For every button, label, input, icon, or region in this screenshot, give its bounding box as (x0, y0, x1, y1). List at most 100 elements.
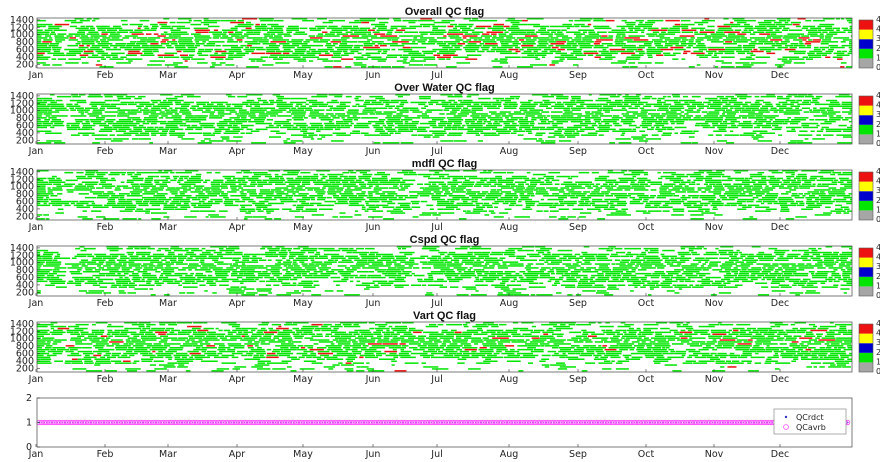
heatmap-cell (588, 33, 600, 35)
heatmap-cell (574, 37, 582, 39)
heatmap-cell (419, 214, 432, 216)
heatmap-cell (850, 259, 852, 261)
heatmap-cell (212, 191, 224, 193)
heatmap-cell (719, 265, 733, 267)
heatmap-cell (840, 41, 846, 43)
heatmap-cell (713, 54, 717, 56)
heatmap-cell (216, 124, 233, 127)
heatmap-cell (560, 216, 566, 218)
heatmap-cell (647, 282, 659, 284)
heatmap-cell (147, 278, 163, 281)
heatmap-cell (603, 105, 617, 107)
heatmap-cell (544, 101, 556, 104)
heatmap-cell (589, 280, 607, 283)
colorbar-tick-label: 3 (876, 186, 880, 195)
heatmap-cell (188, 19, 192, 22)
heatmap-cell (463, 46, 480, 49)
heatmap-cell (754, 120, 758, 123)
heatmap-cell (630, 261, 642, 263)
heatmap-cell (578, 29, 595, 31)
heatmap-cell (454, 46, 460, 49)
heatmap-cell (218, 247, 224, 250)
heatmap-cell (50, 195, 58, 197)
heatmap-cell (333, 280, 347, 283)
heatmap-cell (697, 189, 702, 191)
heatmap-cell (165, 124, 178, 127)
heatmap-cell (656, 196, 666, 199)
heatmap-cell (137, 27, 141, 30)
heatmap-cell (601, 120, 617, 123)
heatmap-cell (318, 54, 333, 56)
heatmap-cell (387, 119, 401, 121)
heatmap-cell (198, 50, 212, 53)
heatmap-cell (568, 195, 575, 197)
heatmap-cell (688, 66, 695, 68)
heatmap-cell (180, 56, 193, 58)
heatmap-cell (380, 257, 395, 259)
x-tick-label: Feb (97, 222, 114, 233)
axes-frame (36, 17, 853, 69)
heatmap-cell (310, 138, 315, 140)
heatmap-cell (731, 124, 737, 127)
heatmap-cell (255, 128, 268, 131)
heatmap-cell (466, 210, 471, 212)
heatmap-cell (241, 196, 250, 199)
heatmap-cell (153, 171, 169, 174)
heatmap-cell (423, 58, 436, 60)
heatmap-cell (520, 259, 537, 261)
heatmap-cell (505, 97, 515, 100)
heatmap-cell (86, 204, 103, 207)
heatmap-cell (723, 193, 739, 195)
heatmap-cell (374, 33, 386, 35)
heatmap-cell (708, 173, 725, 176)
heatmap-cell (778, 196, 792, 199)
colorbar-swatch-blue (859, 39, 873, 49)
heatmap-cell (226, 267, 234, 269)
heatmap-cell (470, 257, 485, 259)
heatmap-cell (448, 132, 463, 134)
heatmap-cell (469, 247, 480, 250)
heatmap-cell (255, 204, 272, 207)
heatmap-cell (680, 132, 695, 134)
heatmap-cell (801, 255, 814, 258)
heatmap-cell (810, 257, 821, 259)
heatmap-cell (507, 265, 524, 267)
heatmap-cell (730, 107, 734, 109)
heatmap-cell (134, 173, 142, 176)
heatmap-cell (476, 120, 483, 123)
heatmap-cell (437, 257, 442, 259)
heatmap-cell (501, 44, 518, 47)
heatmap-cell (503, 126, 516, 129)
heatmap-cell (339, 44, 354, 47)
heatmap-cell (54, 267, 67, 269)
heatmap-cell (127, 253, 133, 256)
heatmap-cell (806, 206, 821, 208)
heatmap-cell (424, 187, 442, 189)
heatmap-cell (403, 208, 412, 210)
heatmap-cell (198, 200, 205, 203)
heatmap-cell (709, 105, 721, 107)
heatmap-cell (211, 189, 222, 191)
heatmap-cell (55, 109, 66, 111)
heatmap-cell (807, 52, 815, 55)
heatmap-cell (725, 117, 741, 119)
heatmap-cell (80, 56, 86, 58)
heatmap-cell (756, 119, 767, 121)
heatmap-cell (403, 58, 408, 60)
heatmap-cell (163, 271, 175, 273)
heatmap-cell (136, 37, 148, 39)
heatmap-cell (559, 200, 564, 203)
heatmap-cell (736, 50, 750, 53)
heatmap-cell (209, 115, 220, 117)
heatmap-cell (395, 94, 410, 96)
heatmap-cell (283, 265, 287, 267)
heatmap-cell (539, 103, 552, 106)
heatmap-cell (307, 257, 315, 259)
heatmap-cell (365, 52, 380, 55)
heatmap-cell (244, 218, 248, 220)
heatmap-cell (473, 269, 482, 271)
heatmap-cell (339, 189, 343, 191)
heatmap-cell (397, 95, 403, 98)
heatmap-cell (433, 263, 447, 265)
heatmap-cell (143, 263, 154, 265)
